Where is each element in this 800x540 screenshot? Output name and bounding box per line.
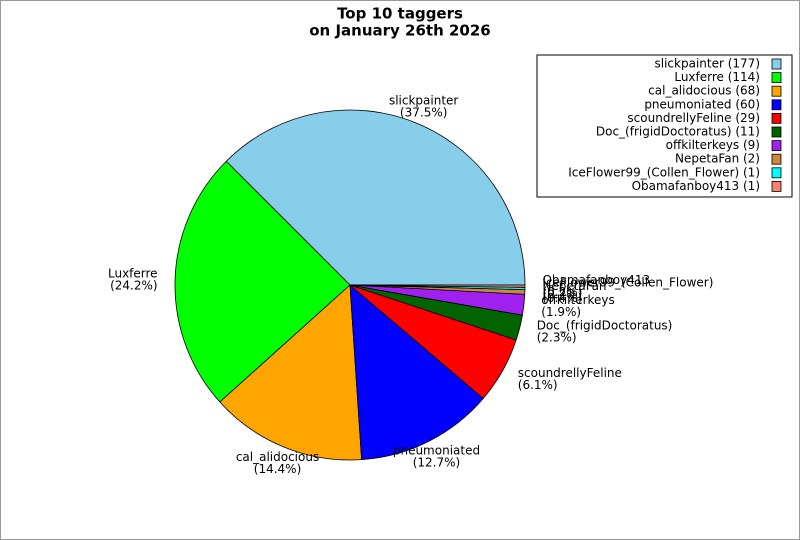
slice-label: offkilterkeys	[541, 293, 615, 307]
slice-label: Obamafanboy413	[542, 273, 650, 287]
slice-percent: (0.2%)	[542, 285, 582, 299]
legend-swatch	[771, 113, 782, 124]
legend-swatch	[771, 58, 782, 70]
slice-label: slickpainter	[389, 94, 458, 108]
pie-slice	[219, 284, 363, 461]
slice-label: cal_alidocious	[236, 450, 319, 464]
slice-percent: (12.7%)	[413, 455, 460, 469]
chart-title: on January 26th 2026	[309, 22, 490, 40]
pie-slice	[225, 109, 526, 286]
legend-swatch	[771, 167, 782, 179]
slice-percent: (14.4%)	[254, 462, 301, 476]
pie-slice	[174, 160, 351, 403]
pie-slice	[349, 284, 526, 288]
slice-label: IceFlower99_(Collen_Flower)	[542, 275, 713, 289]
chart-title: Top 10 taggers	[337, 5, 463, 23]
legend-swatch	[771, 72, 782, 83]
legend-label: NepetaFan (2)	[675, 152, 760, 166]
slice-percent: (37.5%)	[400, 106, 447, 120]
legend-swatch	[771, 153, 782, 165]
legend-swatch	[771, 85, 782, 97]
legend-label: pneumoniated (60)	[644, 97, 760, 111]
legend-label: slickpainter (177)	[655, 57, 760, 71]
slice-percent: (1.9%)	[541, 305, 581, 319]
legend-label: IceFlower99_(Collen_Flower) (1)	[568, 165, 760, 179]
pie-slice	[349, 284, 484, 461]
slice-percent: (0.2%)	[542, 287, 582, 301]
legend-box	[536, 54, 793, 198]
legend-swatch	[771, 140, 782, 152]
slice-label: NepetaFan	[542, 279, 606, 293]
legend-label: cal_alidocious (68)	[648, 84, 760, 98]
slice-label: Luxferre	[108, 266, 158, 280]
slice-percent: (0.4%)	[542, 291, 582, 305]
slice-label: Doc_(frigidDoctoratus)	[537, 318, 673, 332]
legend-label: Obamafanboy413 (1)	[632, 179, 760, 193]
slice-percent: (2.3%)	[537, 330, 577, 344]
legend-swatch	[771, 180, 782, 192]
slice-percent: (24.2%)	[110, 278, 157, 292]
legend-swatch	[771, 99, 782, 111]
slice-label: scoundrellyFeline	[518, 366, 622, 380]
legend-label: Luxferre (114)	[674, 70, 760, 84]
legend-label: scoundrellyFeline (29)	[627, 111, 760, 125]
legend-label: offkilterkeys (9)	[666, 138, 760, 152]
slice-label: pneumoniated	[393, 443, 480, 457]
slice-percent: (6.1%)	[518, 378, 558, 392]
legend-swatch	[771, 126, 782, 138]
legend-label: Doc_(frigidDoctoratus) (11)	[596, 125, 760, 139]
